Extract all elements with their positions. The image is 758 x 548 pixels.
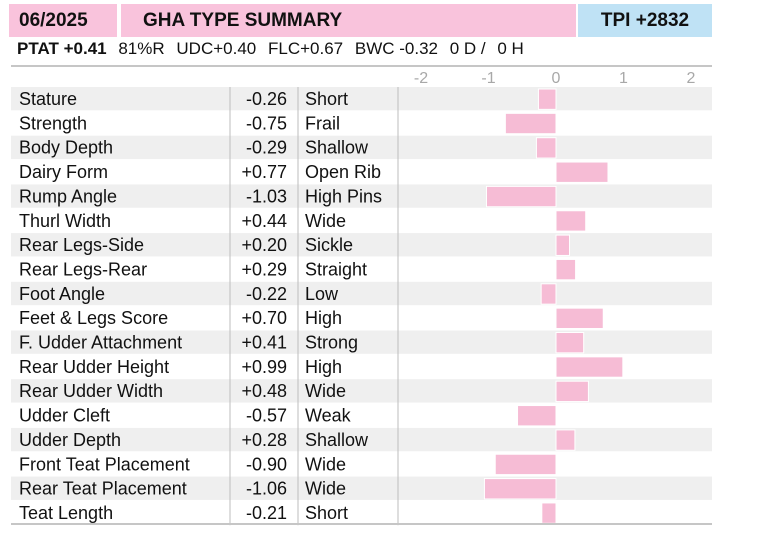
- x-tick-label: -1: [481, 70, 495, 87]
- trait-bar: [517, 405, 557, 427]
- trait-descriptor: Wide: [305, 211, 346, 231]
- trait-bar: [555, 258, 577, 281]
- trait-value: +0.28: [241, 430, 287, 450]
- trait-value: -0.29: [246, 138, 287, 158]
- x-tick-label: 1: [619, 70, 628, 87]
- summary-flc: FLC+0.67: [267, 39, 344, 58]
- trait-bar: [537, 88, 557, 110]
- trait-bar: [555, 356, 624, 378]
- trait-bar: [494, 453, 557, 476]
- trait-label: Rear Udder Width: [19, 381, 163, 401]
- header-date: 06/2025: [9, 4, 117, 37]
- trait-value: -0.26: [246, 89, 287, 109]
- summary-ptat: PTAT +0.41: [17, 39, 107, 58]
- summary-line: PTAT +0.41 81%R UDC+0.40 FLC+0.67 BWC -0…: [17, 39, 531, 59]
- trait-value: +0.48: [241, 381, 287, 401]
- header-title: GHA TYPE SUMMARY: [121, 4, 576, 37]
- trait-bar: [555, 307, 604, 329]
- summary-bwc: BWC -0.32: [354, 39, 438, 58]
- trait-value: +0.70: [241, 308, 287, 328]
- trait-label: Feet & Legs Score: [19, 308, 168, 328]
- trait-descriptor: Open Rib: [305, 162, 381, 182]
- trait-value: +0.29: [241, 259, 287, 279]
- summary-reliability: 81%R: [118, 39, 165, 58]
- trait-descriptor: Sickle: [305, 235, 353, 255]
- trait-label: Strength: [19, 113, 87, 133]
- trait-descriptor: Straight: [305, 259, 367, 279]
- trait-descriptor: Short: [305, 89, 348, 109]
- trait-bar: [555, 429, 576, 451]
- trait-descriptor: Low: [305, 284, 339, 304]
- trait-bar: [555, 332, 585, 354]
- row-stripe: [11, 379, 712, 403]
- trait-bar: [541, 502, 557, 524]
- row-stripe: [11, 87, 712, 111]
- trait-value: +0.41: [241, 333, 287, 353]
- trait-descriptor: Weak: [305, 406, 352, 426]
- trait-label: Thurl Width: [19, 211, 111, 231]
- trait-value: +0.99: [241, 357, 287, 377]
- trait-label: Rear Legs-Side: [19, 235, 144, 255]
- trait-label: Udder Cleft: [19, 406, 110, 426]
- trait-descriptor: Wide: [305, 381, 346, 401]
- trait-bar: [555, 210, 587, 232]
- trait-label: Teat Length: [19, 503, 113, 523]
- x-tick-label: 2: [687, 70, 696, 87]
- row-stripe: [11, 427, 712, 452]
- trait-descriptor: Frail: [305, 113, 340, 133]
- header-tpi: TPI +2832: [578, 4, 712, 37]
- trait-descriptor: Shallow: [305, 138, 369, 158]
- trait-descriptor: High: [305, 308, 342, 328]
- trait-value: -0.57: [246, 406, 287, 426]
- trait-bar: [555, 380, 589, 403]
- trait-bar: [555, 234, 570, 256]
- trait-label: Stature: [19, 89, 77, 109]
- footer-divider: [11, 523, 712, 525]
- summary-daughters: 0 D /: [449, 39, 486, 58]
- summary-udc: UDC+0.40: [176, 39, 257, 58]
- trait-value: -0.90: [246, 454, 287, 474]
- trait-label: Rear Legs-Rear: [19, 259, 147, 279]
- row-stripe: [11, 330, 712, 354]
- trait-label: Dairy Form: [19, 162, 108, 182]
- trait-descriptor: Short: [305, 503, 348, 523]
- trait-value: +0.77: [241, 162, 287, 182]
- trait-descriptor: Strong: [305, 333, 358, 353]
- trait-label: F. Udder Attachment: [19, 333, 182, 353]
- trait-bar: [504, 112, 557, 135]
- x-tick-label: 0: [552, 70, 561, 87]
- row-stripe: [11, 233, 712, 257]
- row-stripe: [11, 281, 712, 306]
- trait-value: -0.21: [246, 503, 287, 523]
- trait-bar: [540, 283, 557, 305]
- x-tick-label: -2: [414, 70, 428, 87]
- trait-label: Rear Teat Placement: [19, 479, 187, 499]
- summary-herds: 0 H: [497, 39, 524, 58]
- trait-label: Body Depth: [19, 138, 113, 158]
- trait-descriptor: Wide: [305, 454, 346, 474]
- trait-value: +0.44: [241, 211, 287, 231]
- trait-value: +0.20: [241, 235, 287, 255]
- trait-label: Front Teat Placement: [19, 454, 190, 474]
- trait-bar: [555, 161, 609, 183]
- trait-descriptor: Shallow: [305, 430, 369, 450]
- trait-value: -1.06: [246, 479, 287, 499]
- trait-bar: [483, 478, 557, 500]
- trait-label: Udder Depth: [19, 430, 121, 450]
- trait-bar: [535, 137, 557, 159]
- trait-bar: [485, 185, 557, 208]
- trait-descriptor: High: [305, 357, 342, 377]
- trait-descriptor: Wide: [305, 479, 346, 499]
- trait-label: Rear Udder Height: [19, 357, 169, 377]
- trait-value: -0.22: [246, 284, 287, 304]
- trait-value: -0.75: [246, 113, 287, 133]
- trait-label: Foot Angle: [19, 284, 105, 304]
- trait-label: Rump Angle: [19, 186, 117, 206]
- trait-value: -1.03: [246, 186, 287, 206]
- trait-descriptor: High Pins: [305, 186, 382, 206]
